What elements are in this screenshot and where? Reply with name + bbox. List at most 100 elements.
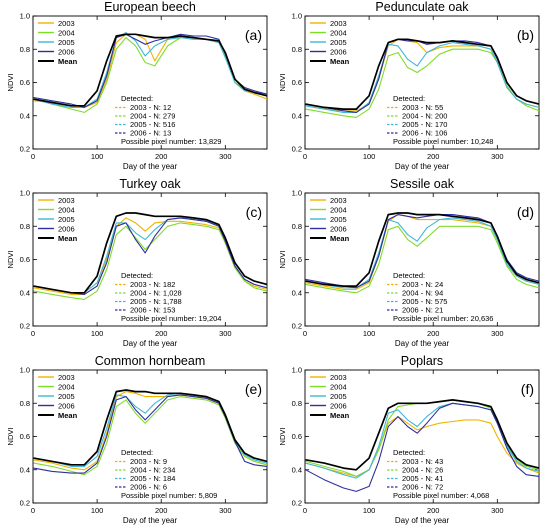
x-tick-label: 300 xyxy=(491,506,504,515)
x-axis-label: Day of the year xyxy=(123,162,178,171)
detected-label: 2005 - N: 575 xyxy=(402,297,447,306)
detected-label: 2004 - N: 234 xyxy=(130,466,175,475)
y-tick-label: 1.0 xyxy=(292,366,302,375)
x-tick-label: 200 xyxy=(427,152,440,161)
legend-label: 2005 xyxy=(58,38,75,47)
detected-heading: Detected: xyxy=(121,94,153,103)
detected-label: 2004 - N: 279 xyxy=(130,112,175,121)
legend-label: 2003 xyxy=(330,19,347,28)
series-line-mean xyxy=(33,212,268,294)
legend-label: 2005 xyxy=(330,392,347,401)
panel-label: (b) xyxy=(517,27,534,43)
legend-label: 2003 xyxy=(58,19,75,28)
detected-label: 2003 - N: 12 xyxy=(130,103,171,112)
panel-label: (c) xyxy=(246,204,262,220)
series-line-2004 xyxy=(33,222,268,300)
legend-label: 2006 xyxy=(58,48,75,57)
series-line-mean xyxy=(305,212,540,287)
y-tick-label: 0.8 xyxy=(292,45,302,54)
y-tick-label: 1.0 xyxy=(292,189,302,198)
legend-label: Mean xyxy=(330,411,350,420)
chart-title: Pedunculate oak xyxy=(375,0,469,14)
y-tick-label: 1.0 xyxy=(20,366,30,375)
y-tick-label: 0.6 xyxy=(292,255,302,264)
legend-label: Mean xyxy=(58,234,78,243)
x-tick-label: 200 xyxy=(155,152,168,161)
y-tick-label: 0.8 xyxy=(20,399,30,408)
y-tick-label: 0.6 xyxy=(20,255,30,264)
detected-label: 2003 - N: 182 xyxy=(130,280,175,289)
x-axis-label: Day of the year xyxy=(123,516,178,525)
legend-label: 2003 xyxy=(330,196,347,205)
chart-panel-e: Common hornbeam 0 100 200 300 0.2 0.4 0.6 0.8 1.0… xyxy=(6,354,268,525)
x-tick-label: 0 xyxy=(303,329,307,338)
y-tick-label: 0.8 xyxy=(292,399,302,408)
chart-title: European beech xyxy=(104,0,196,14)
x-tick-label: 0 xyxy=(31,152,35,161)
y-axis-label: NDVI xyxy=(6,428,15,446)
series-line-mean xyxy=(305,399,540,471)
y-tick-label: 0.4 xyxy=(20,111,30,120)
legend-label: Mean xyxy=(58,57,78,66)
series-line-mean xyxy=(305,38,540,110)
x-tick-label: 100 xyxy=(363,152,376,161)
chart-panel-d: Sessile oak 0 100 200 300 0.2 0.4 0.6 0.8 1.0 Day … xyxy=(278,177,540,348)
chart-title: Common hornbeam xyxy=(95,354,205,368)
possible-pixel-number: Possible pixel number: 19,204 xyxy=(121,314,221,323)
x-tick-label: 0 xyxy=(303,506,307,515)
x-axis-label: Day of the year xyxy=(395,162,450,171)
detected-label: 2003 - N: 55 xyxy=(402,103,443,112)
detected-label: 2004 - N: 1,028 xyxy=(130,289,182,298)
legend-label: 2006 xyxy=(58,225,75,234)
chart-title: Poplars xyxy=(401,354,443,368)
series-line-2004 xyxy=(33,396,268,476)
x-tick-label: 100 xyxy=(363,506,376,515)
series-line-2006 xyxy=(33,217,268,295)
y-tick-label: 0.2 xyxy=(20,499,30,508)
y-tick-label: 0.2 xyxy=(292,145,302,154)
y-tick-label: 0.2 xyxy=(20,322,30,331)
detected-label: 2005 - N: 184 xyxy=(130,474,175,483)
y-axis-label: NDVI xyxy=(278,251,287,269)
x-tick-label: 300 xyxy=(491,152,504,161)
detected-label: 2006 - N: 21 xyxy=(402,306,443,315)
chart-panel-c: Turkey oak 0 100 200 300 0.2 0.4 0.6 0.8 1.0 Day o… xyxy=(6,177,268,348)
detected-label: 2004 - N: 26 xyxy=(402,466,443,475)
x-tick-label: 100 xyxy=(91,329,104,338)
y-axis-label: NDVI xyxy=(6,74,15,92)
detected-label: 2005 - N: 1,788 xyxy=(130,297,182,306)
x-tick-label: 100 xyxy=(363,329,376,338)
x-tick-label: 300 xyxy=(219,506,232,515)
y-tick-label: 0.2 xyxy=(20,145,30,154)
detected-heading: Detected: xyxy=(121,271,153,280)
x-tick-label: 200 xyxy=(427,329,440,338)
x-tick-label: 200 xyxy=(155,329,168,338)
possible-pixel-number: Possible pixel number: 20,636 xyxy=(393,314,493,323)
legend-label: 2004 xyxy=(330,206,347,215)
legend-label: 2005 xyxy=(330,215,347,224)
y-axis-label: NDVI xyxy=(278,428,287,446)
detected-label: 2006 - N: 13 xyxy=(130,129,171,138)
y-tick-label: 1.0 xyxy=(20,189,30,198)
detected-heading: Detected: xyxy=(393,94,425,103)
legend-label: 2004 xyxy=(58,383,75,392)
y-tick-label: 0.4 xyxy=(292,465,302,474)
detected-label: 2005 - N: 41 xyxy=(402,474,443,483)
legend-label: 2005 xyxy=(330,38,347,47)
possible-pixel-number: Possible pixel number: 10,248 xyxy=(393,137,493,146)
detected-heading: Detected: xyxy=(393,271,425,280)
possible-pixel-number: Possible pixel number: 5,809 xyxy=(121,491,217,500)
detected-label: 2005 - N: 170 xyxy=(402,120,447,129)
possible-pixel-number: Possible pixel number: 4,068 xyxy=(393,491,489,500)
detected-heading: Detected: xyxy=(393,448,425,457)
legend-label: 2003 xyxy=(58,196,75,205)
x-tick-label: 0 xyxy=(31,506,35,515)
x-tick-label: 300 xyxy=(491,329,504,338)
detected-label: 2003 - N: 24 xyxy=(402,280,443,289)
y-tick-label: 0.2 xyxy=(292,322,302,331)
detected-label: 2006 - N: 106 xyxy=(402,129,447,138)
legend-label: 2004 xyxy=(330,29,347,38)
y-tick-label: 0.6 xyxy=(20,432,30,441)
x-tick-label: 300 xyxy=(219,329,232,338)
